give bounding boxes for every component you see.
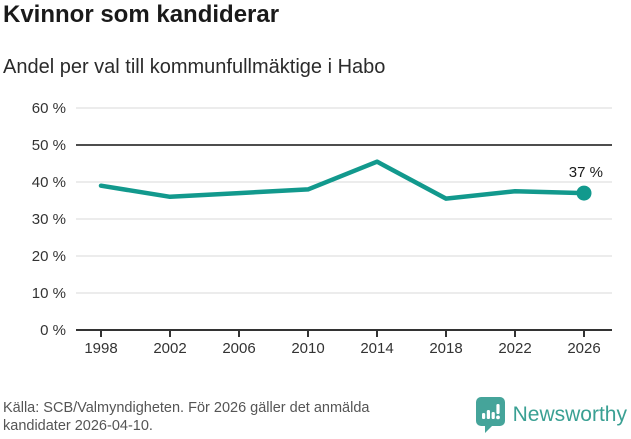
endpoint-label: 37 % bbox=[569, 164, 603, 181]
speech-bubble-shape bbox=[475, 397, 505, 433]
y-tick-label: 60 % bbox=[32, 100, 66, 117]
x-tick-label: 2022 bbox=[498, 340, 531, 357]
source-line-1: Källa: SCB/Valmyndigheten. För 2026 gäll… bbox=[3, 400, 370, 416]
line-chart: 0 % 10 % 20 % 30 % 40 % 50 % 60 % 1998 2002 2006 2… bbox=[32, 100, 612, 357]
x-tick-label: 2018 bbox=[429, 340, 462, 357]
source-note: Källa: SCB/Valmyndigheten. För 2026 gäll… bbox=[3, 399, 369, 435]
endpoint-dot bbox=[576, 185, 592, 201]
chart-subtitle: Andel per val till kommunfullmäktige i H… bbox=[3, 56, 386, 78]
y-tick-label: 0 % bbox=[40, 322, 66, 339]
chart-footer: Källa: SCB/Valmyndigheten. För 2026 gäll… bbox=[0, 394, 631, 439]
x-tick-label: 2026 bbox=[567, 340, 600, 357]
x-tick-label: 2010 bbox=[291, 340, 324, 357]
y-tick-label: 10 % bbox=[32, 285, 66, 302]
page-title: Kvinnor som kandiderar bbox=[3, 1, 280, 28]
x-tick-label: 1998 bbox=[84, 340, 117, 357]
data-line bbox=[98, 159, 587, 201]
newsworthy-logo: Newsworthy bbox=[475, 396, 627, 433]
x-tick-label: 2006 bbox=[222, 340, 255, 357]
y-tick-label: 30 % bbox=[32, 211, 66, 228]
source-line-2: kandidater 2026-04-10. bbox=[3, 418, 153, 434]
y-tick-label: 40 % bbox=[32, 174, 66, 191]
x-tick-label: 2002 bbox=[153, 340, 186, 357]
bars-glyph bbox=[481, 404, 500, 420]
x-tick-label: 2014 bbox=[360, 340, 393, 357]
newsworthy-icon bbox=[475, 397, 505, 433]
y-tick-label: 50 % bbox=[32, 137, 66, 154]
brand-name: Newsworthy bbox=[512, 402, 627, 426]
y-tick-label: 20 % bbox=[32, 248, 66, 265]
